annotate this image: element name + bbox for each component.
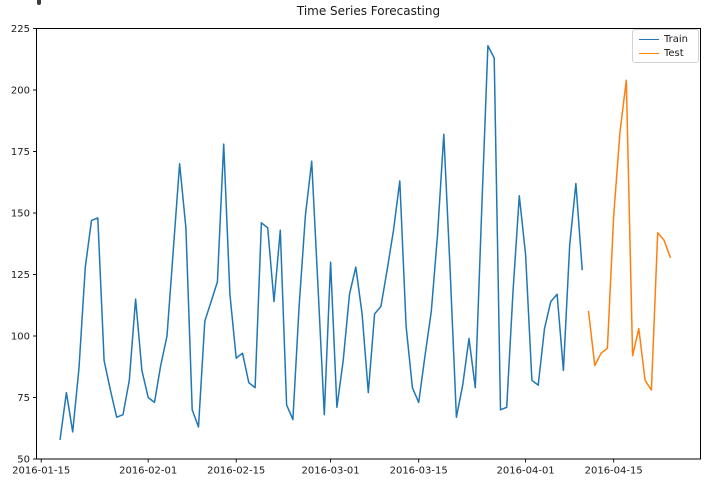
x-tick-label: 2016-01-15 <box>12 466 70 477</box>
test-line <box>587 79 672 391</box>
x-tick-label: 2016-04-01 <box>497 466 555 477</box>
legend: Train Test <box>632 29 699 63</box>
legend-label-train: Train <box>664 33 688 45</box>
legend-item-test: Test <box>639 48 692 59</box>
x-tick-label: 2016-04-15 <box>585 466 643 477</box>
train-line-swatch <box>639 38 659 40</box>
x-tick-label: 2016-03-15 <box>390 466 448 477</box>
y-tick-label: 100 <box>11 332 30 343</box>
y-tick-label: 175 <box>11 147 30 158</box>
y-tick-label: 225 <box>11 24 30 35</box>
chart-title: Time Series Forecasting <box>296 4 441 18</box>
y-tick-label: 75 <box>17 393 30 404</box>
y-tick-label: 150 <box>11 209 30 220</box>
legend-item-train: Train <box>639 34 692 45</box>
axes-frame <box>36 28 701 460</box>
train-line <box>59 44 583 441</box>
legend-label-test: Test <box>664 47 684 59</box>
y-tick-label: 125 <box>11 270 30 281</box>
y-tick-label: 200 <box>11 86 30 97</box>
x-tick-label: 2016-02-01 <box>119 466 177 477</box>
y-tick-label: 50 <box>17 455 30 466</box>
x-tick-label: 2016-03-01 <box>302 466 360 477</box>
clipped-text-artifact <box>37 0 41 5</box>
test-line-swatch <box>639 52 659 54</box>
x-tick-label: 2016-02-15 <box>207 466 265 477</box>
